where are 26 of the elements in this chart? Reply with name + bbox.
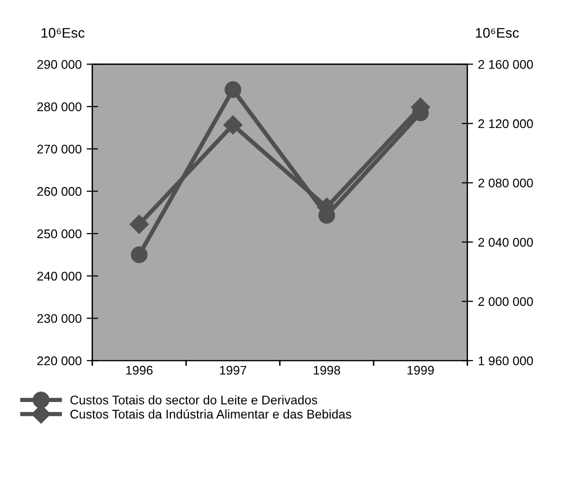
- point: [224, 81, 242, 98]
- x-tick-label: 1997: [220, 366, 246, 375]
- y2-axis-title: 10⁶Esc: [476, 28, 519, 38]
- y-tick-label: 260 000: [37, 187, 82, 196]
- y-tick-label: 220 000: [37, 356, 82, 366]
- legend-label: Custos Totais da Indústria Alimentar e das Bebidas: [70, 409, 352, 419]
- y-tick-label: 250 000: [37, 229, 82, 238]
- x-tick-label: 1996: [126, 366, 153, 375]
- y-tick-label: 240 000: [37, 272, 82, 281]
- y2-tick-label: 1 960 000: [478, 356, 533, 366]
- x-tick-label: 1998: [314, 366, 340, 375]
- legend-label: Custos Totais do sector do Leite e Derivados: [70, 395, 318, 404]
- y-tick-label: 290 000: [37, 60, 82, 69]
- y2-tick-label: 2 160 000: [478, 60, 533, 69]
- y-axis-title: 10⁶Esc: [42, 28, 84, 38]
- point: [130, 214, 149, 234]
- point: [130, 246, 148, 264]
- point: [223, 115, 242, 135]
- y2-tick-label: 2 120 000: [478, 119, 533, 128]
- y2-tick-label: 2 080 000: [478, 178, 533, 188]
- y-tick-label: 280 000: [37, 102, 82, 112]
- y-tick-label: 230 000: [37, 314, 82, 323]
- y-tick-label: 270 000: [37, 144, 82, 154]
- y2-tick-label: 2 000 000: [478, 297, 533, 306]
- y2-tick-label: 2 040 000: [478, 238, 533, 247]
- x-tick-label: 1999: [408, 366, 434, 375]
